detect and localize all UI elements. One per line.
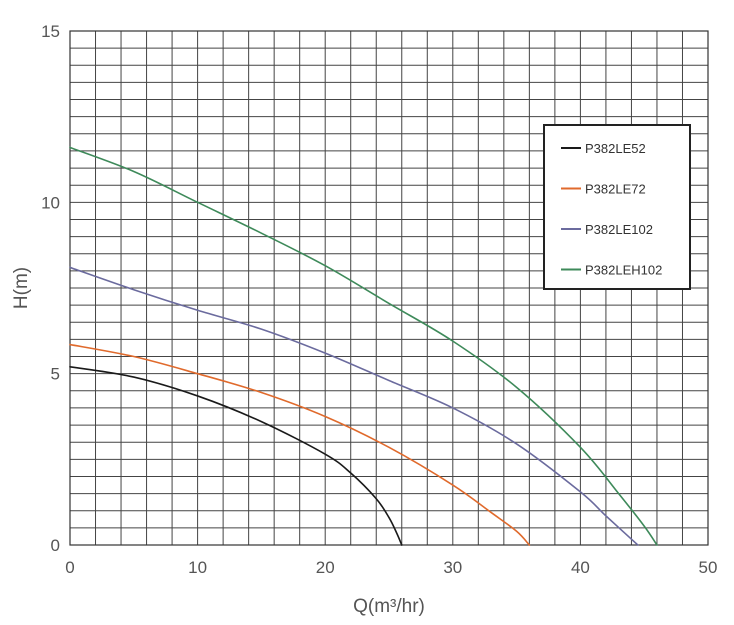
y-tick-label: 5 — [51, 365, 60, 384]
x-tick-label: 50 — [699, 558, 718, 577]
legend-label: P382LE102 — [585, 222, 653, 237]
y-axis-tick-labels: 0 5 10 15 — [41, 22, 60, 555]
x-tick-label: 30 — [443, 558, 462, 577]
series-line-p382le52 — [69, 366, 403, 546]
legend-label: P382LEH102 — [585, 263, 662, 278]
series-line-p382le72 — [69, 343, 531, 546]
y-tick-label: 10 — [41, 193, 60, 212]
series-line-p382le102 — [69, 266, 639, 546]
x-axis-title: Q(m³/hr) — [353, 596, 425, 617]
legend-label: P382LE52 — [585, 141, 646, 156]
legend: P382LE52 P382LE72 P382LE102 P382LEH102 — [543, 124, 691, 290]
x-tick-label: 0 — [65, 558, 74, 577]
y-tick-label: 15 — [41, 22, 60, 41]
legend-box — [543, 124, 691, 290]
y-axis-title: H(m) — [11, 267, 32, 309]
legend-label: P382LE72 — [585, 182, 646, 197]
x-tick-label: 20 — [316, 558, 335, 577]
series-layer — [69, 146, 658, 546]
x-axis-tick-labels: 0 10 20 30 40 50 — [65, 558, 717, 577]
x-tick-label: 10 — [188, 558, 207, 577]
plot-frame — [69, 30, 709, 546]
y-tick-label: 0 — [51, 536, 60, 555]
series-line-p382leh102 — [69, 146, 658, 546]
x-tick-label: 40 — [571, 558, 590, 577]
